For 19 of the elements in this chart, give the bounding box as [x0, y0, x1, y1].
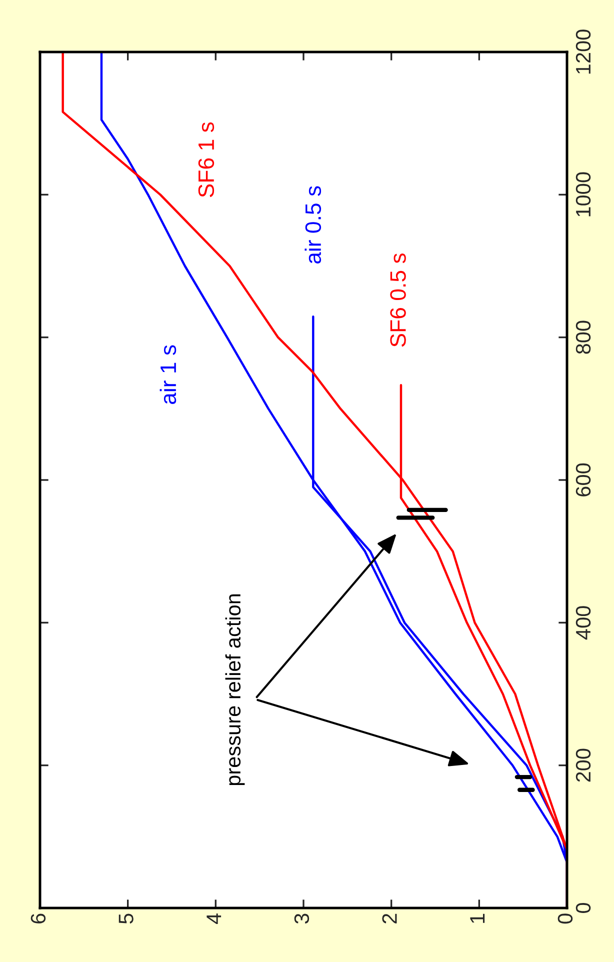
y-tick-label: 1200 [576, 30, 591, 74]
x-tick-label: 0 [558, 914, 573, 924]
y-tick-label: 0 [576, 903, 591, 913]
annotation: pressure relief action [225, 594, 245, 786]
y-tick-label: 800 [576, 320, 591, 354]
x-tick-label: 5 [118, 914, 134, 924]
x-tick-label: 6 [30, 914, 46, 924]
y-tick-label: 400 [576, 606, 591, 640]
text: SF6 0.5 s [390, 253, 406, 347]
y-tick-label: 200 [576, 748, 591, 782]
y-tick-label: 600 [576, 463, 591, 496]
text: air 0.5 s [304, 186, 322, 264]
x-tick-label: 2 [382, 914, 397, 924]
x-tick-label: 3 [294, 914, 310, 924]
text: SF6 1 s [198, 122, 214, 198]
text: air 1 s [160, 345, 176, 404]
x-tick-label: 4 [206, 913, 222, 924]
x-tick-label: 1 [470, 914, 485, 923]
y-tick-label: 1000 [576, 172, 591, 216]
